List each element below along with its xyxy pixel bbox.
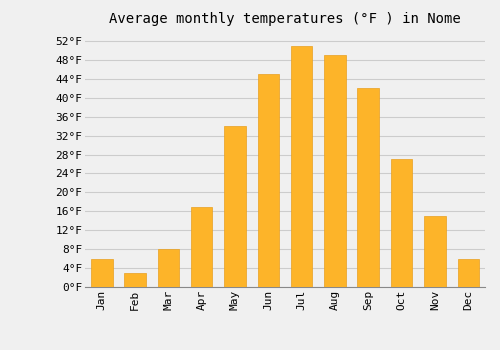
Bar xyxy=(424,216,446,287)
Bar xyxy=(358,88,379,287)
Bar xyxy=(224,126,246,287)
Bar xyxy=(124,273,146,287)
Bar xyxy=(291,46,312,287)
Bar xyxy=(191,206,212,287)
Title: Average monthly temperatures (°F ) in Nome: Average monthly temperatures (°F ) in No… xyxy=(109,12,461,26)
Bar xyxy=(458,259,479,287)
Bar xyxy=(391,159,412,287)
Bar xyxy=(258,74,279,287)
Bar xyxy=(324,55,346,287)
Bar xyxy=(91,259,112,287)
Bar xyxy=(158,249,179,287)
